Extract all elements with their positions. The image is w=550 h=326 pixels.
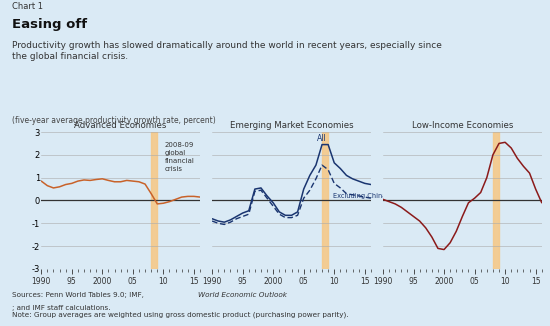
Text: Excluding China: Excluding China xyxy=(333,192,387,199)
Text: ; and IMF staff calculations.
Note: Group averages are weighted using gross dome: ; and IMF staff calculations. Note: Grou… xyxy=(12,305,349,318)
Text: World Economic Outlook: World Economic Outlook xyxy=(198,292,287,298)
Title: Advanced Economies: Advanced Economies xyxy=(74,121,167,130)
Bar xyxy=(151,132,157,269)
Text: Chart 1: Chart 1 xyxy=(12,2,43,11)
Text: (five-year average productivity growth rate, percent): (five-year average productivity growth r… xyxy=(12,116,216,125)
Text: Productivity growth has slowed dramatically around the world in recent years, es: Productivity growth has slowed dramatica… xyxy=(12,41,442,61)
Bar xyxy=(322,132,328,269)
Text: Easing off: Easing off xyxy=(12,18,87,31)
Title: Emerging Market Economies: Emerging Market Economies xyxy=(230,121,353,130)
Text: 2008-09
global
financial
crisis: 2008-09 global financial crisis xyxy=(164,142,195,172)
Title: Low-Income Economies: Low-Income Economies xyxy=(412,121,513,130)
Text: All: All xyxy=(317,134,327,143)
Text: Sources: Penn World Tables 9.0; IMF,: Sources: Penn World Tables 9.0; IMF, xyxy=(12,292,146,298)
Bar xyxy=(493,132,499,269)
